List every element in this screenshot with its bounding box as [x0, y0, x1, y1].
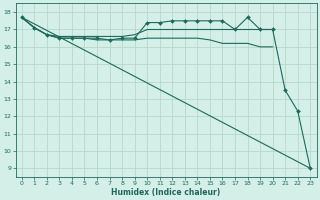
X-axis label: Humidex (Indice chaleur): Humidex (Indice chaleur) — [111, 188, 221, 197]
